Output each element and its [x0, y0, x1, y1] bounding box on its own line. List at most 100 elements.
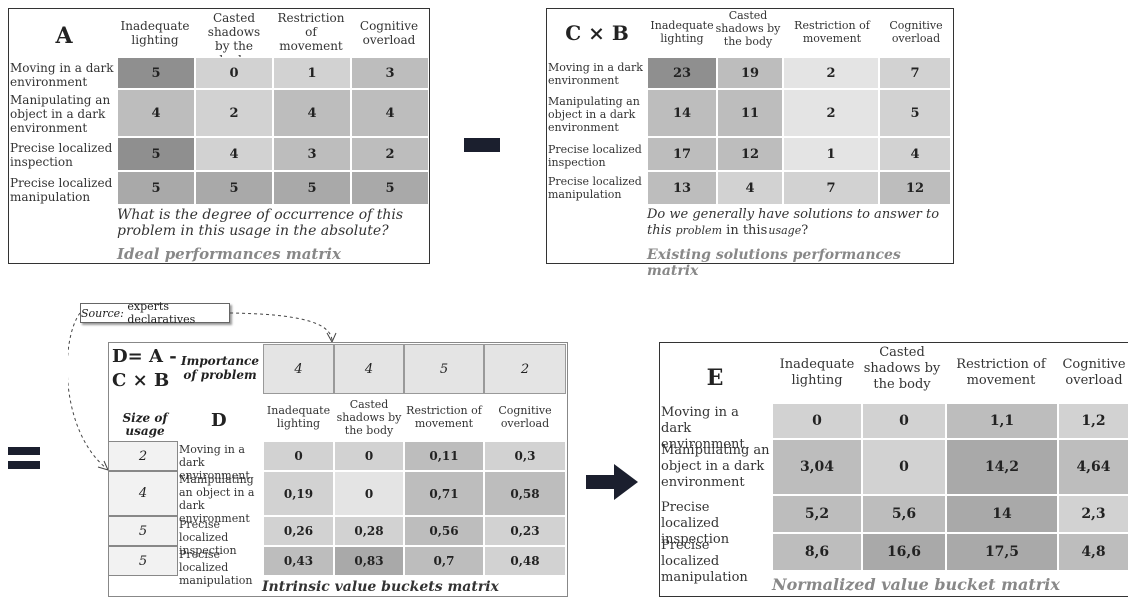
cell-e-0-3: 1,2	[1058, 403, 1128, 439]
cell-d-2-2: 0,56	[404, 516, 484, 546]
row-label-moving-dark: Moving in a dark environment	[661, 405, 745, 452]
row-label-moving-dark: Moving in a dark environment	[179, 443, 250, 482]
importance-label: Importance of problem	[180, 354, 259, 382]
row-label-precise-manipulation: Precise localized manipulation	[661, 538, 748, 585]
cell-d-3-2: 0,7	[404, 546, 484, 576]
formula-line1: D= A -	[112, 346, 177, 367]
cell-d-3-0: 0,43	[263, 546, 334, 576]
size-cell-3: 5	[108, 546, 178, 576]
minus-operator	[464, 138, 500, 152]
equals-operator-top-bar	[8, 447, 40, 455]
cell-e-2-1: 5,6	[862, 495, 946, 533]
size-cell-1: 4	[108, 471, 178, 516]
cell-cb-0-0: 23	[647, 57, 717, 89]
size-of-usage-label: Size of usage	[122, 411, 168, 438]
row-label-precise-inspection: Precise localized inspection	[661, 500, 730, 547]
cell-d-0-1: 0	[334, 441, 404, 471]
matrix-cb-title: C × B	[565, 21, 629, 45]
cell-d-0-2: 0,11	[404, 441, 484, 471]
cell-e-1-1: 0	[862, 439, 946, 495]
col-header-restriction-movement: Restriction of movement	[956, 357, 1046, 388]
cell-cb-2-1: 12	[717, 137, 783, 171]
cell-d-3-1: 0,83	[334, 546, 404, 576]
row-label-precise-manipulation: Precise localized manipulation	[10, 176, 113, 204]
cell-cb-2-0: 17	[647, 137, 717, 171]
row-label-precise-inspection: Precise localized inspection	[179, 518, 237, 557]
col-header-cognitive-overload: Cognitive overload	[359, 19, 419, 47]
col-header-casted-shadows: Casted shadows by the body	[336, 398, 402, 437]
cell-a-1-2: 4	[273, 89, 351, 137]
importance-cell-2: 5	[404, 344, 484, 394]
col-header-inadequate-lighting: Inadequate lighting	[120, 19, 190, 47]
intrinsic-value-panel: Source: experts declaratives D= A - C × …	[68, 300, 568, 597]
source-label-box: Source: experts declaratives	[80, 300, 230, 326]
cell-a-2-2: 3	[273, 137, 351, 171]
cell-cb-1-3: 5	[879, 89, 951, 137]
cell-a-1-1: 2	[195, 89, 273, 137]
cell-d-1-3: 0,58	[484, 471, 566, 516]
cell-e-0-0: 0	[772, 403, 862, 439]
row-label-manipulating-object: Manipulating an object in a dark environ…	[548, 95, 640, 134]
matrix-cb-question: Do we generally have solutions to answer…	[647, 207, 947, 239]
col-header-casted-shadows: Casted shadows by the body	[863, 345, 941, 392]
importance-cell-3: 2	[484, 344, 566, 394]
row-label-manipulating-object: Manipulating an object in a dark environ…	[10, 93, 111, 135]
row-label-moving-dark: Moving in a dark environment	[548, 61, 643, 87]
cell-e-1-3: 4,64	[1058, 439, 1128, 495]
col-header-restriction-movement: Restriction of movement	[406, 404, 482, 430]
row-label-precise-manipulation: Precise localized manipulation	[179, 548, 253, 587]
cell-d-1-1: 0	[334, 471, 404, 516]
cell-a-0-1: 0	[195, 57, 273, 89]
cell-e-0-1: 0	[862, 403, 946, 439]
row-label-precise-manipulation: Precise localized manipulation	[548, 175, 642, 201]
cell-a-0-3: 3	[351, 57, 429, 89]
cell-a-0-0: 5	[117, 57, 195, 89]
cell-e-3-3: 4,8	[1058, 533, 1128, 571]
matrix-d-title: D	[211, 410, 227, 431]
importance-cell-0: 4	[263, 344, 334, 394]
ideal-performances-panel: A Inadequate lighting Casted shadows by …	[8, 8, 430, 264]
col-header-cognitive-overload: Cognitive overload	[498, 404, 552, 430]
existing-solutions-panel: C × B Inadequate lighting Casted shadows…	[546, 8, 954, 279]
matrix-cb-caption: Existing solutions performances matrix	[647, 247, 901, 279]
cell-a-3-2: 5	[273, 171, 351, 205]
cell-d-2-0: 0,26	[263, 516, 334, 546]
cell-cb-3-0: 13	[647, 171, 717, 205]
cell-a-0-2: 1	[273, 57, 351, 89]
cell-e-1-2: 14,2	[946, 439, 1058, 495]
cell-cb-2-3: 4	[879, 137, 951, 171]
cell-cb-0-2: 2	[783, 57, 879, 89]
question-usage-word: usage	[768, 224, 802, 237]
cell-e-3-1: 16,6	[862, 533, 946, 571]
cell-cb-2-2: 1	[783, 137, 879, 171]
question-problem-word: problem	[675, 224, 723, 237]
cell-a-1-0: 4	[117, 89, 195, 137]
source-text: experts declaratives	[127, 300, 196, 326]
cell-d-1-2: 0,71	[404, 471, 484, 516]
cell-cb-0-3: 7	[879, 57, 951, 89]
cell-e-2-3: 2,3	[1058, 495, 1128, 533]
right-arrow-icon	[586, 464, 638, 500]
question-mark: ?	[801, 223, 809, 238]
cell-cb-3-2: 7	[783, 171, 879, 205]
cell-cb-0-1: 19	[717, 57, 783, 89]
cell-a-2-0: 5	[117, 137, 195, 171]
cell-cb-1-1: 11	[717, 89, 783, 137]
row-label-precise-inspection: Precise localized inspection	[10, 141, 113, 169]
cell-cb-3-1: 4	[717, 171, 783, 205]
importance-cell-1: 4	[334, 344, 404, 394]
matrix-a-question: What is the degree of occurrence of this…	[117, 207, 404, 239]
cell-a-2-1: 4	[195, 137, 273, 171]
size-cell-2: 5	[108, 516, 178, 546]
equals-operator-bottom-bar	[8, 461, 40, 469]
question-in-this: in this	[726, 223, 768, 238]
matrix-e-title: E	[706, 365, 724, 391]
cell-a-2-3: 2	[351, 137, 429, 171]
cell-cb-1-2: 2	[783, 89, 879, 137]
cell-a-1-3: 4	[351, 89, 429, 137]
normalized-value-panel: E Inadequate lighting Casted shadows by …	[659, 342, 1128, 597]
matrix-e-caption: Normalized value bucket matrix	[772, 575, 1060, 594]
row-label-precise-inspection: Precise localized inspection	[548, 143, 642, 169]
cell-d-0-0: 0	[263, 441, 334, 471]
row-label-manipulating-object: Manipulating an object in a dark environ…	[179, 473, 255, 525]
